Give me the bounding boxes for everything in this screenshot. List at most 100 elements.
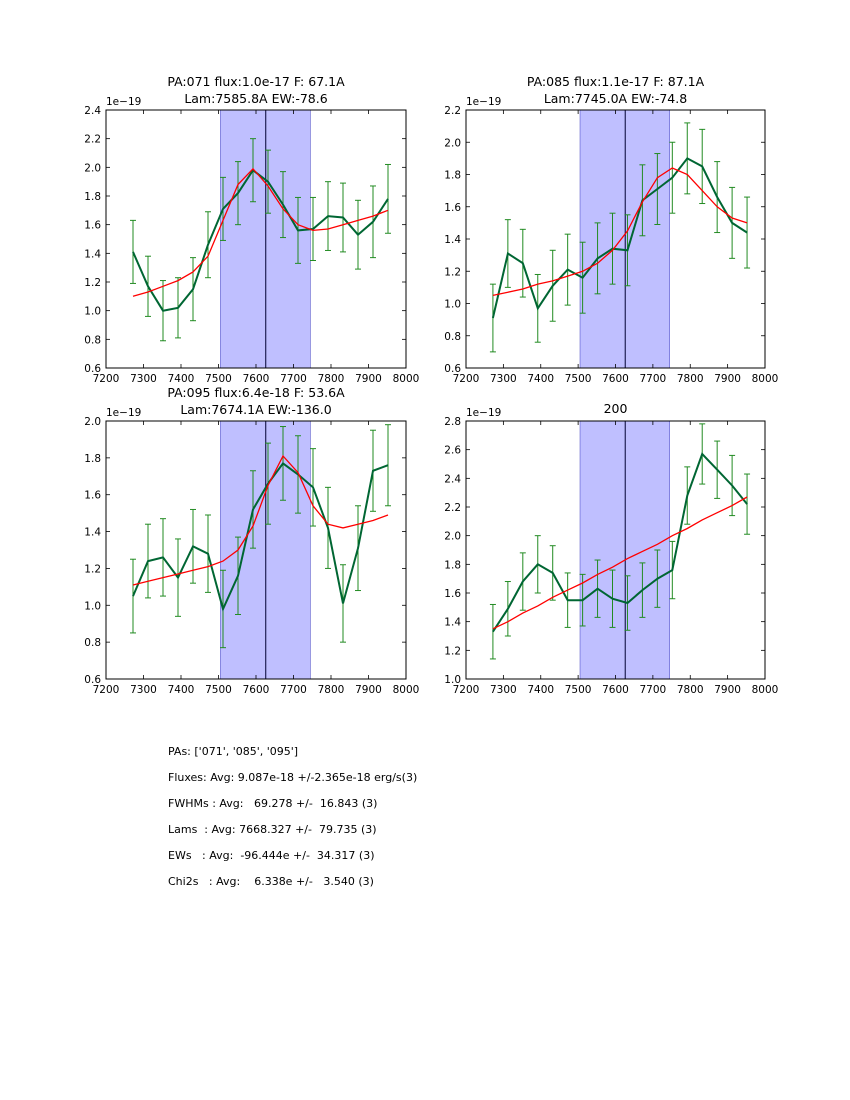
x-tick-label: 7400 <box>168 373 195 385</box>
stats-lams: Lams : Avg: 7668.327 +/- 79.735 (3) <box>168 823 377 836</box>
x-tick-label: 7500 <box>565 684 592 696</box>
stats-ews: EWs : Avg: -96.444e +/- 34.317 (3) <box>168 849 375 862</box>
x-tick-label: 7700 <box>640 684 667 696</box>
axis-offset-label: 1e−19 <box>466 96 501 108</box>
y-tick-label: 1.6 <box>444 588 461 600</box>
x-tick-label: 7800 <box>318 684 345 696</box>
chart-panel-2: 7200 7300 7400 7500 7600 7700 7800 7900 8000 0.6 0… <box>444 74 778 385</box>
y-tick-label: 2.0 <box>84 162 101 174</box>
y-tick-label: 1.2 <box>444 266 461 278</box>
y-tick-label: 1.4 <box>84 527 101 539</box>
y-tick-label: 2.6 <box>444 445 461 457</box>
y-tick-label: 0.8 <box>84 334 101 346</box>
x-tick-label: 7400 <box>168 684 195 696</box>
chart-title-line-1: PA:085 flux:1.1e-17 F: 87.1A <box>527 74 705 89</box>
chart-title-line-2: Lam:7674.1A EW:-136.0 <box>180 402 331 417</box>
model-fit-line <box>132 167 389 297</box>
chart-title-line-1: PA:095 flux:6.4e-18 F: 53.6A <box>167 385 345 400</box>
x-tick-label: 7600 <box>602 373 629 385</box>
y-tick-label: 1.2 <box>84 277 101 289</box>
x-tick-label: 7200 <box>93 684 120 696</box>
y-tick-label: 2.4 <box>84 105 101 117</box>
y-tick-label: 1.4 <box>84 248 101 260</box>
chart-title-line-2: Lam:7585.8A EW:-78.6 <box>184 91 327 106</box>
y-tick-label: 1.4 <box>444 234 461 246</box>
x-tick-label: 7500 <box>565 373 592 385</box>
y-tick-label: 1.6 <box>84 220 101 232</box>
y-tick-label: 2.0 <box>84 416 101 428</box>
data-series-line <box>491 157 748 319</box>
y-tick-label: 1.6 <box>84 490 101 502</box>
y-tick-label: 1.8 <box>84 191 101 203</box>
x-tick-label: 8000 <box>393 684 420 696</box>
y-tick-label: 1.8 <box>444 559 461 571</box>
x-tick-label: 7400 <box>527 373 554 385</box>
data-series-line <box>492 452 748 633</box>
chart-title-line-1: PA:071 flux:1.0e-17 F: 67.1A <box>167 74 345 89</box>
y-tick-label: 2.4 <box>444 473 461 485</box>
x-tick-label: 7400 <box>527 684 554 696</box>
x-tick-label: 7200 <box>453 684 480 696</box>
y-tick-label: 1.0 <box>84 306 101 318</box>
stats-pas: PAs: ['071', '085', '095'] <box>168 745 299 758</box>
x-tick-label: 7700 <box>280 373 307 385</box>
y-tick-label: 0.6 <box>444 363 461 375</box>
x-tick-label: 7900 <box>355 373 382 385</box>
x-tick-label: 7300 <box>130 373 157 385</box>
y-tick-label: 2.0 <box>444 137 461 149</box>
y-tick-label: 0.8 <box>444 331 461 343</box>
y-tick-label: 2.2 <box>84 134 101 146</box>
chart-title: 200 <box>604 401 628 416</box>
y-tick-label: 1.0 <box>444 674 461 686</box>
y-tick-label: 1.6 <box>444 202 461 214</box>
axis-offset-label: 1e−19 <box>466 407 501 419</box>
x-tick-label: 7500 <box>205 684 232 696</box>
axis-offset-label: 1e−19 <box>106 407 141 419</box>
x-tick-label: 8000 <box>393 373 420 385</box>
x-tick-label: 7900 <box>714 684 741 696</box>
x-tick-label: 7900 <box>714 373 741 385</box>
stats-fwhms: FWHMs : Avg: 69.278 +/- 16.843 (3) <box>168 797 378 810</box>
x-tick-label: 7800 <box>677 684 704 696</box>
y-tick-label: 1.0 <box>84 600 101 612</box>
y-tick-label: 1.0 <box>444 299 461 311</box>
y-tick-label: 1.8 <box>444 170 461 182</box>
x-tick-label: 7300 <box>490 373 517 385</box>
y-tick-label: 1.2 <box>84 563 101 575</box>
x-tick-label: 7600 <box>243 684 270 696</box>
chart-panel-4: 7200 7300 7400 7500 7600 7700 7800 7900 8000 1.0 1… <box>444 401 778 696</box>
chart-panel-3: 7200 7300 7400 7500 7600 7700 7800 7900 8000 0.6 0… <box>84 385 419 696</box>
data-series-line <box>132 168 389 312</box>
stats-fluxes: Fluxes: Avg: 9.087e-18 +/-2.365e-18 erg/… <box>168 771 418 784</box>
x-tick-label: 7300 <box>130 684 157 696</box>
y-tick-label: 2.0 <box>444 531 461 543</box>
y-tick-label: 0.8 <box>84 637 101 649</box>
y-tick-label: 1.2 <box>444 645 461 657</box>
x-tick-label: 7200 <box>93 373 120 385</box>
y-tick-label: 2.2 <box>444 502 461 514</box>
stats-chi2s: Chi2s : Avg: 6.338e +/- 3.540 (3) <box>168 875 374 888</box>
model-fit-line <box>492 496 748 630</box>
y-tick-label: 1.4 <box>444 617 461 629</box>
x-tick-label: 7800 <box>318 373 345 385</box>
axis-offset-label: 1e−19 <box>106 96 141 108</box>
x-tick-label: 7700 <box>280 684 307 696</box>
x-tick-label: 7300 <box>490 684 517 696</box>
x-tick-label: 7600 <box>243 373 270 385</box>
y-tick-label: 1.8 <box>84 453 101 465</box>
chart-title-line-2: Lam:7745.0A EW:-74.8 <box>544 91 687 106</box>
y-tick-label: 0.6 <box>84 363 101 375</box>
x-tick-label: 8000 <box>752 373 779 385</box>
summary-stats: PAs: ['071', '085', '095'] Fluxes: Avg: … <box>168 744 417 900</box>
x-tick-label: 7200 <box>453 373 480 385</box>
y-tick-label: 2.2 <box>444 105 461 117</box>
x-tick-label: 7900 <box>355 684 382 696</box>
x-tick-label: 7600 <box>602 684 629 696</box>
x-tick-label: 7500 <box>205 373 232 385</box>
model-fit-line <box>492 167 748 297</box>
model-fit-line <box>132 454 389 586</box>
y-tick-label: 0.6 <box>84 674 101 686</box>
y-tick-label: 2.8 <box>444 416 461 428</box>
x-tick-label: 7800 <box>677 373 704 385</box>
